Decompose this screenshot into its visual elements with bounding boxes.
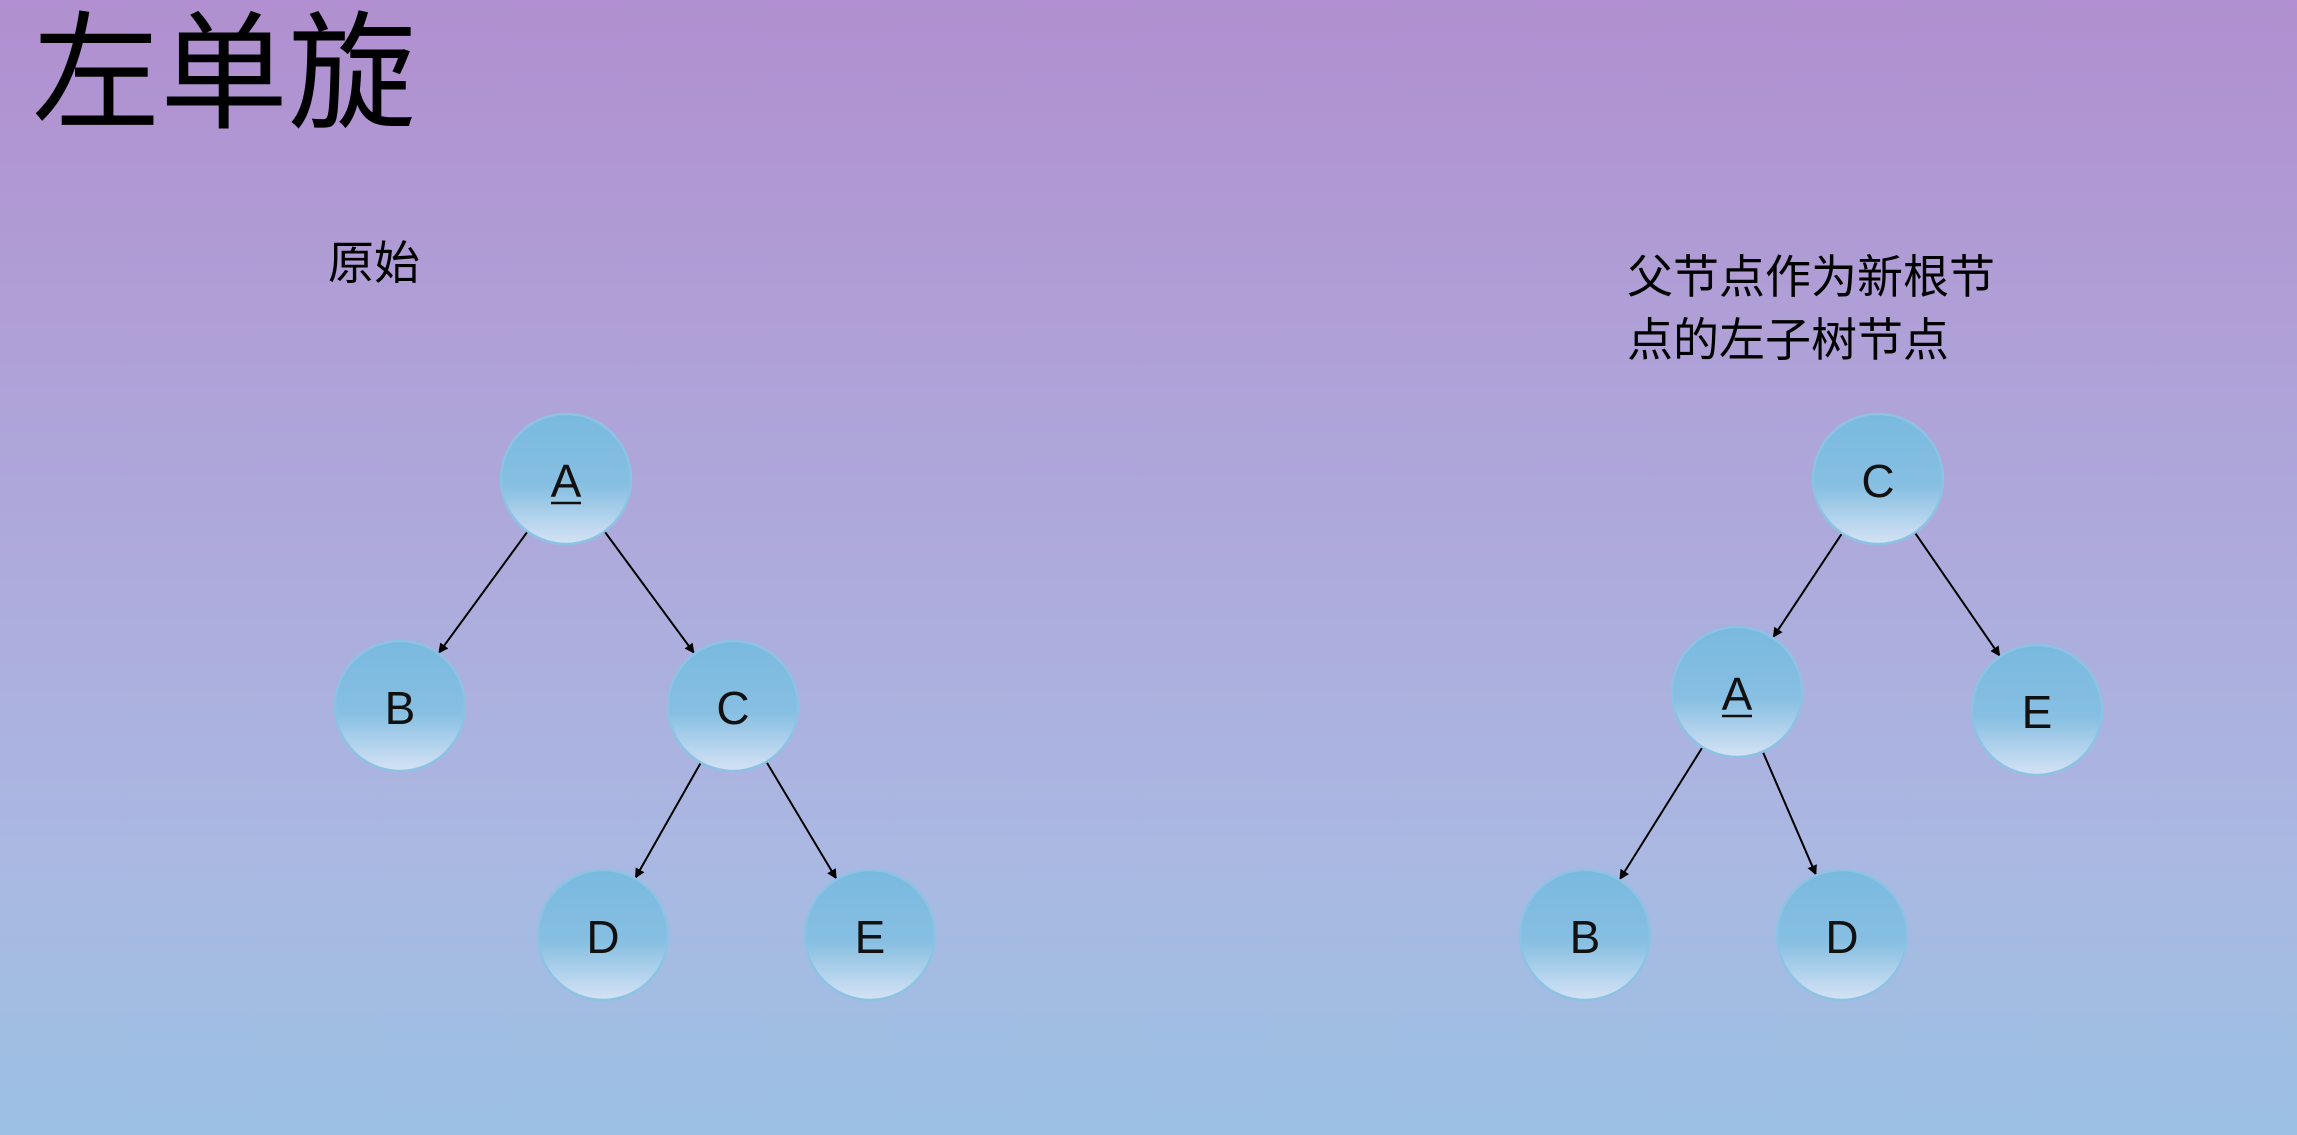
node-label: A xyxy=(1722,668,1753,720)
node-label: C xyxy=(716,682,749,734)
node-original-b: B xyxy=(335,641,465,771)
edge-rotated-c-a xyxy=(1773,533,1842,638)
node-label: B xyxy=(385,682,416,734)
node-original-a: A xyxy=(501,414,631,544)
edge-original-a-c xyxy=(605,531,695,653)
tree-original: A B C D E xyxy=(335,414,935,1000)
edge-rotated-a-d xyxy=(1763,752,1816,876)
edge-original-a-b xyxy=(438,531,527,653)
node-label: D xyxy=(1825,911,1858,963)
node-rotated-d: D xyxy=(1777,870,1907,1000)
edge-rotated-a-b xyxy=(1619,747,1702,880)
node-label: E xyxy=(855,911,886,963)
node-rotated-a: A xyxy=(1672,627,1802,757)
node-rotated-c: C xyxy=(1813,414,1943,544)
node-label: D xyxy=(586,911,619,963)
edge-original-c-d xyxy=(635,763,701,879)
node-original-e: E xyxy=(805,870,935,1000)
node-rotated-e: E xyxy=(1972,645,2102,775)
node-label: E xyxy=(2022,686,2053,738)
edge-rotated-c-e xyxy=(1915,533,2000,657)
node-label: A xyxy=(551,455,582,507)
node-rotated-b: B xyxy=(1520,870,1650,1000)
node-label: C xyxy=(1861,455,1894,507)
edge-original-c-e xyxy=(766,762,836,879)
node-original-c: C xyxy=(668,641,798,771)
node-original-d: D xyxy=(538,870,668,1000)
node-label: B xyxy=(1570,911,1601,963)
tree-rotated: C A E B D xyxy=(1520,414,2102,1000)
